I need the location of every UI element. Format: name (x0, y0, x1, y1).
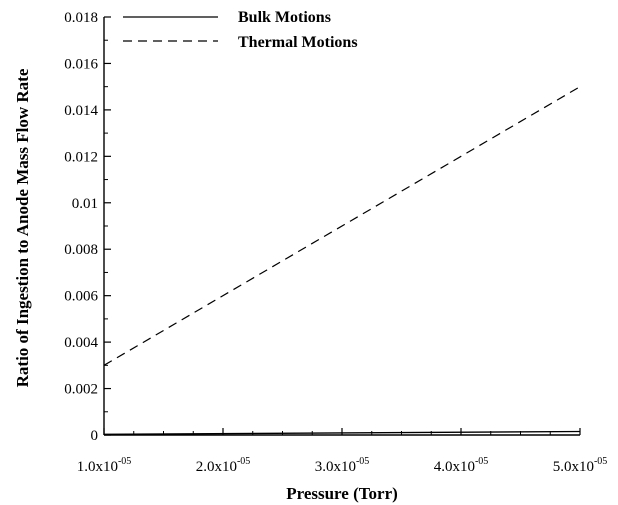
x-tick-label: 5.0x10-05 (553, 456, 608, 475)
y-tick-label: 0.018 (64, 10, 98, 26)
x-tick-label: 1.0x10-05 (77, 456, 132, 475)
y-tick-label: 0.006 (64, 289, 98, 305)
x-tick-label: 3.0x10-05 (315, 456, 370, 475)
legend-label-bulk-motions: Bulk Motions (238, 9, 331, 26)
y-tick-label: 0.002 (64, 382, 98, 398)
legend: Bulk Motions Thermal Motions (123, 9, 358, 51)
y-tick-label: 0.008 (64, 242, 98, 258)
series-line-thermal-motions (103, 86, 581, 366)
x-tick-label: 2.0x10-05 (196, 456, 251, 475)
legend-label-thermal-motions: Thermal Motions (238, 34, 358, 51)
y-tick-label: 0.004 (64, 335, 98, 351)
x-tick-label: 4.0x10-05 (434, 456, 489, 475)
y-tick-label: 0.014 (64, 103, 98, 119)
y-tick-label: 0 (91, 428, 99, 444)
x-axis-title: Pressure (Torr) (286, 484, 398, 503)
y-tick-label: 0.01 (72, 196, 98, 212)
ticks-layer: 0 0.002 0.004 0.006 0.008 0.01 0.012 0.014 0.016… (64, 10, 607, 475)
series-layer (103, 86, 581, 435)
y-tick-label: 0.012 (64, 149, 98, 165)
y-axis-title: Ratio of Ingestion to Anode Mass Flow Ra… (13, 68, 32, 387)
y-tick-label: 0.016 (64, 56, 98, 72)
